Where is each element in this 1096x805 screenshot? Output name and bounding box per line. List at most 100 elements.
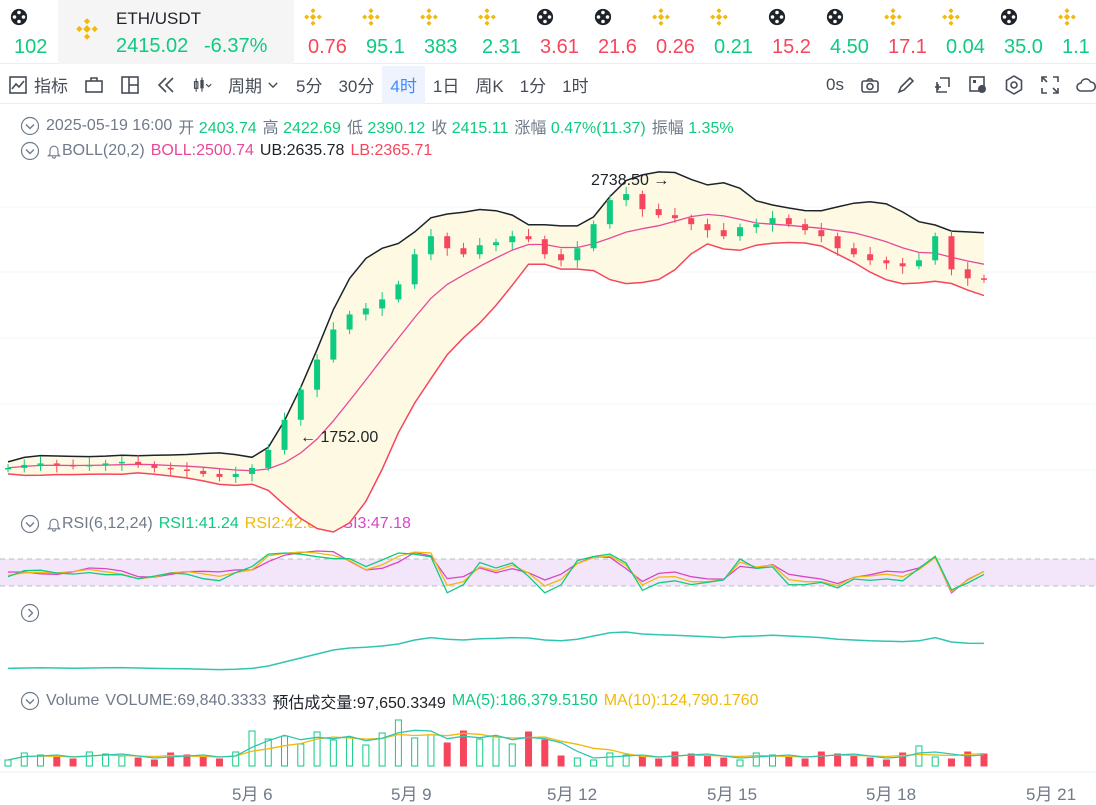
ticker-item[interactable]: 4.50 (816, 0, 874, 64)
open-value: 2403.74 (198, 120, 257, 137)
ticker-value: 0.21 (714, 36, 753, 58)
indicators-button[interactable]: 指标 (0, 66, 76, 104)
ticker-item[interactable]: 17.1 (874, 0, 932, 64)
volume-bar (362, 744, 370, 767)
volume-bar (785, 756, 793, 767)
candle-body (802, 224, 809, 231)
candle-body (606, 200, 613, 225)
volume-bar (118, 755, 126, 767)
candle-body (850, 248, 857, 255)
active-ticker[interactable]: ETH/USDT 2415.02 -6.37% (58, 0, 294, 64)
binance-logo-icon (942, 8, 960, 26)
ticker-item[interactable]: 0.04 (932, 0, 990, 64)
collapse-toggle-icon[interactable] (20, 691, 40, 711)
collapse-toggle-icon[interactable] (20, 116, 40, 136)
candle-body (70, 464, 77, 467)
layout-button[interactable] (76, 66, 112, 104)
x-tick-label: 5月 18 (866, 785, 917, 804)
ticker-item[interactable]: 15.2 (758, 0, 816, 64)
candle-body (362, 308, 369, 315)
volume-bar (411, 737, 419, 767)
volume-bar (687, 753, 695, 767)
settings-button[interactable] (996, 66, 1032, 104)
volume-legend: Volume VOLUME:69,840.3333 预估成交量:97,650.3… (20, 689, 758, 713)
ticker-item[interactable]: 21.6 (584, 0, 642, 64)
period-tab[interactable]: 1日 (432, 77, 460, 96)
ticker-item[interactable]: 383 (410, 0, 468, 64)
volume-bar (655, 758, 663, 767)
ticker-item[interactable]: 0.26 (642, 0, 700, 64)
collapse-toggle-icon[interactable] (20, 514, 40, 534)
candle-body (785, 218, 792, 225)
volume-bar (492, 735, 500, 767)
boll-name: BOLL(20,2) (62, 142, 145, 159)
fullscreen-icon (1041, 75, 1059, 94)
low-label: 低 (346, 120, 363, 137)
volume-bar (508, 743, 516, 767)
volume-bar (167, 752, 175, 767)
candle-type-button[interactable] (184, 66, 220, 104)
grid-button[interactable] (112, 66, 148, 104)
ticker-item[interactable]: 3.61 (526, 0, 584, 64)
amplitude-value: 1.35% (688, 120, 734, 137)
change-label: 涨幅 (514, 120, 547, 137)
period-tab[interactable]: 1分 (519, 77, 547, 96)
bell-icon[interactable] (46, 516, 62, 532)
period-tab[interactable]: 4时 (382, 65, 425, 104)
candle-body (314, 359, 321, 390)
bell-icon[interactable] (46, 143, 62, 159)
volume-bar (769, 754, 777, 767)
boll-ub-value: UB:2635.78 (259, 142, 345, 159)
volume-bar (329, 739, 337, 767)
period-dropdown[interactable]: 周期 (220, 66, 288, 104)
rewind-icon (157, 76, 174, 93)
ticker-value: 21.6 (598, 36, 637, 58)
period-tab[interactable]: 5分 (296, 77, 323, 96)
cloud-button[interactable] (1068, 66, 1096, 104)
grid-icon (121, 75, 139, 94)
high-annotation: 2738.50 → (591, 172, 670, 189)
screenshot-button[interactable] (852, 66, 888, 104)
volume-bar (980, 753, 988, 767)
black-asterisk-icon (594, 8, 612, 26)
period-tab[interactable]: 30分 (338, 77, 375, 96)
active-price: 2415.02 (116, 35, 189, 57)
volume-ma5-line (7, 729, 985, 761)
expand-toggle-icon[interactable] (20, 603, 40, 623)
ticker-item[interactable]: 102 (0, 0, 58, 64)
volume-bar (736, 759, 744, 767)
candle-body (427, 236, 434, 255)
expand-panel (20, 603, 40, 623)
fullscreen-button[interactable] (1032, 66, 1068, 104)
volume-bar (394, 719, 402, 767)
rewind-button[interactable] (148, 66, 184, 104)
ticker-item[interactable]: 35.0 (990, 0, 1048, 64)
estimated-volume: 预估成交量:97,650.3349 (272, 695, 446, 712)
candle-body (297, 389, 304, 420)
collapse-toggle-icon[interactable] (20, 141, 40, 161)
black-asterisk-icon (536, 8, 554, 26)
volume-bar (264, 738, 272, 767)
volume-bar (557, 755, 565, 767)
chart-settings-button[interactable] (960, 66, 996, 104)
volume-value: VOLUME:69,840.3333 (105, 692, 267, 709)
add-window-button[interactable] (924, 66, 960, 104)
ticker-item[interactable]: 95.1 (352, 0, 410, 64)
ticker-value: 17.1 (888, 36, 927, 58)
boll-legend: BOLL(20,2) BOLL:2500.74 UB:2635.78 LB:23… (20, 141, 432, 161)
period-tab[interactable]: 1时 (562, 77, 589, 96)
volume-bar (199, 756, 207, 767)
candle-body (915, 260, 922, 267)
draw-button[interactable] (888, 66, 924, 104)
candlestick-icon (193, 77, 212, 92)
volume-bar (573, 757, 581, 767)
ticker-item[interactable]: 1.1 (1048, 0, 1096, 64)
chart-settings-icon (969, 75, 986, 93)
black-asterisk-icon (768, 8, 786, 26)
ticker-item[interactable]: 2.31 (468, 0, 526, 64)
ticker-item[interactable]: 0.76 (294, 0, 352, 64)
volume-bar (102, 753, 110, 767)
period-tab[interactable]: 周K (475, 77, 504, 96)
ticker-item[interactable]: 0.21 (700, 0, 758, 64)
